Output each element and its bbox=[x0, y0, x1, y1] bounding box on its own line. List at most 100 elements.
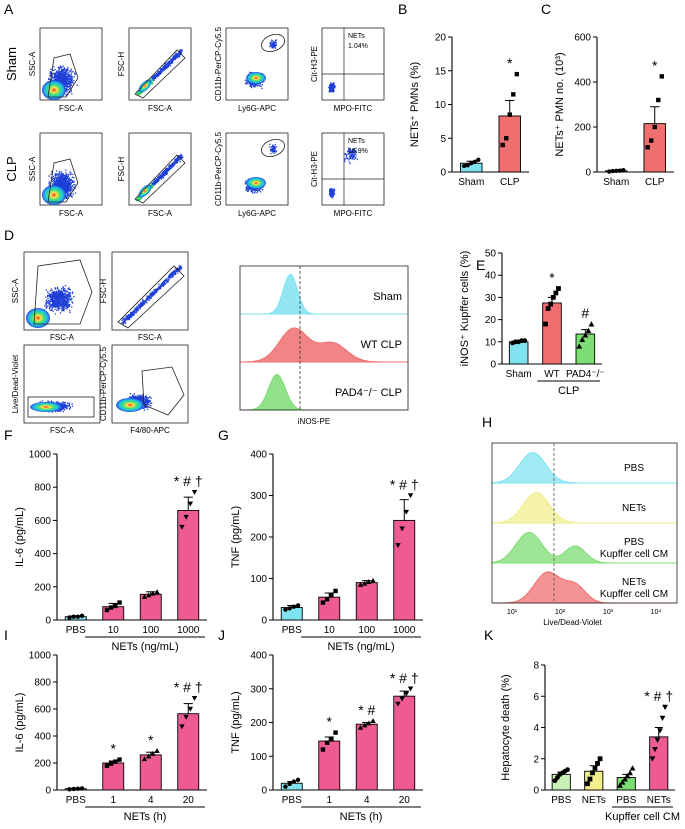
y-axis-label: FSC-H bbox=[117, 157, 126, 182]
y-tick-label: 600 bbox=[574, 33, 591, 44]
data-point bbox=[500, 142, 505, 148]
x-axis-label: Live/Dead-Violet bbox=[543, 618, 602, 627]
y-tick-label: 5 bbox=[440, 134, 446, 145]
y-tick-label: 1000 bbox=[29, 651, 52, 662]
y-axis-label: IL-6 (pg/mL) bbox=[14, 507, 26, 567]
y-tick-label: 10 bbox=[435, 100, 447, 111]
x-axis-label: F4/80-APC bbox=[130, 426, 170, 435]
bar-k-3 bbox=[649, 736, 669, 791]
data-point bbox=[179, 524, 185, 530]
y-tick-label: 50 bbox=[485, 249, 497, 260]
x-tick-label: 20 bbox=[183, 795, 195, 806]
data-point bbox=[75, 786, 81, 791]
x-tick-label: WT bbox=[544, 369, 560, 380]
data-point bbox=[108, 761, 114, 766]
data-point bbox=[645, 145, 650, 150]
tick-label: 10² bbox=[555, 609, 566, 616]
x-axis-label: FSC-A bbox=[59, 104, 84, 113]
flow-plot-d-1: FSC-A FSC-H bbox=[99, 251, 189, 342]
data-point bbox=[357, 582, 364, 587]
data-point bbox=[366, 720, 372, 726]
y-tick-label: 200 bbox=[34, 759, 51, 770]
data-point bbox=[553, 290, 559, 296]
data-point bbox=[465, 163, 470, 168]
data-point bbox=[395, 543, 401, 548]
data-point bbox=[191, 696, 198, 701]
data-point bbox=[649, 756, 656, 762]
data-point bbox=[320, 747, 326, 752]
data-point bbox=[652, 124, 657, 130]
y-tick-label: 100 bbox=[250, 574, 267, 585]
data-point bbox=[399, 526, 405, 532]
flow-plot-a-0-3: NETs 1.04% MPO-FITC Cit-H3-PE bbox=[310, 27, 385, 113]
panel-letter-e: E bbox=[476, 257, 485, 273]
flow-plot-a-1-1: FSC-A FSC-H bbox=[117, 132, 192, 218]
y-axis-label: Cit-H3-PE bbox=[310, 46, 319, 82]
chart-f: 0 200 400 600 800 1000 IL-6 (pg/mL) PBS 10 100 100… bbox=[14, 450, 207, 653]
x-tick-label: NETs bbox=[647, 795, 671, 806]
data-point bbox=[187, 706, 194, 712]
plot-frame bbox=[225, 132, 289, 206]
data-point bbox=[657, 728, 663, 734]
y-axis-label: FSC-H bbox=[117, 52, 126, 77]
histogram-label: NETs bbox=[622, 503, 646, 514]
data-point bbox=[511, 92, 516, 97]
y-tick-label: 400 bbox=[250, 450, 267, 461]
gate bbox=[260, 139, 286, 157]
data-point bbox=[333, 730, 338, 735]
gate bbox=[134, 49, 186, 99]
flow-plot-a-1-3: NETs 16.9% MPO-FITC Cit-H3-PE bbox=[310, 132, 385, 218]
data-point bbox=[629, 765, 636, 771]
gate bbox=[117, 265, 185, 329]
significance-marker: * # † bbox=[390, 477, 419, 493]
data-point bbox=[395, 701, 401, 707]
data-point bbox=[361, 580, 368, 586]
y-axis-label: TNF (pg/mL) bbox=[230, 691, 242, 753]
data-point bbox=[627, 769, 633, 776]
data-point bbox=[361, 722, 368, 728]
data-point bbox=[659, 715, 666, 722]
histogram-label: PBS bbox=[624, 463, 644, 474]
bar-i-3 bbox=[393, 695, 416, 791]
x-axis-label: Ly6G-APC bbox=[238, 104, 276, 113]
y-tick-label: 600 bbox=[34, 705, 51, 716]
data-point bbox=[183, 514, 189, 520]
data-point bbox=[621, 168, 626, 173]
significance-marker: * # † bbox=[390, 670, 419, 686]
data-point bbox=[67, 787, 72, 792]
data-point bbox=[595, 761, 600, 766]
tick-label: 10³ bbox=[603, 609, 614, 616]
x-tick-label: 1 bbox=[110, 795, 116, 806]
data-point bbox=[504, 136, 509, 141]
y-axis-label: FSC-H bbox=[99, 279, 108, 304]
y-tick-label: 400 bbox=[574, 78, 591, 89]
x-axis-label: NETs (ng/mL) bbox=[111, 641, 178, 653]
y-axis-label: SSC-A bbox=[28, 156, 37, 181]
data-point bbox=[654, 737, 661, 743]
data-point bbox=[104, 607, 110, 613]
x-tick-label: PBS bbox=[282, 625, 302, 636]
data-point bbox=[366, 579, 372, 585]
data-point bbox=[403, 691, 410, 697]
y-axis-label: SSC-A bbox=[11, 278, 20, 303]
data-point bbox=[141, 756, 148, 762]
y-tick-label: 600 bbox=[34, 516, 51, 527]
y-tick-label: 200 bbox=[574, 123, 591, 134]
density-core bbox=[246, 72, 266, 84]
y-tick-label: 1000 bbox=[29, 450, 52, 461]
data-point bbox=[71, 786, 76, 792]
y-tick-label: 8 bbox=[533, 661, 539, 672]
data-point bbox=[291, 779, 297, 784]
data-point bbox=[357, 724, 364, 730]
data-point bbox=[333, 588, 338, 594]
y-tick-label: 200 bbox=[250, 718, 267, 729]
data-point bbox=[295, 603, 301, 608]
panel-letter-g: G bbox=[218, 427, 229, 443]
x-tick-label: Sham bbox=[506, 369, 532, 380]
x-tick-label: Sham bbox=[458, 177, 484, 188]
chart-k: 0 2 4 6 8 Hepatocyte death (%) PBS NETs PBS NETs *… bbox=[500, 661, 680, 824]
data-point bbox=[179, 724, 185, 730]
x-axis-label: FSC-A bbox=[138, 333, 163, 342]
data-point bbox=[324, 597, 330, 602]
y-tick-label: 40 bbox=[485, 271, 497, 282]
